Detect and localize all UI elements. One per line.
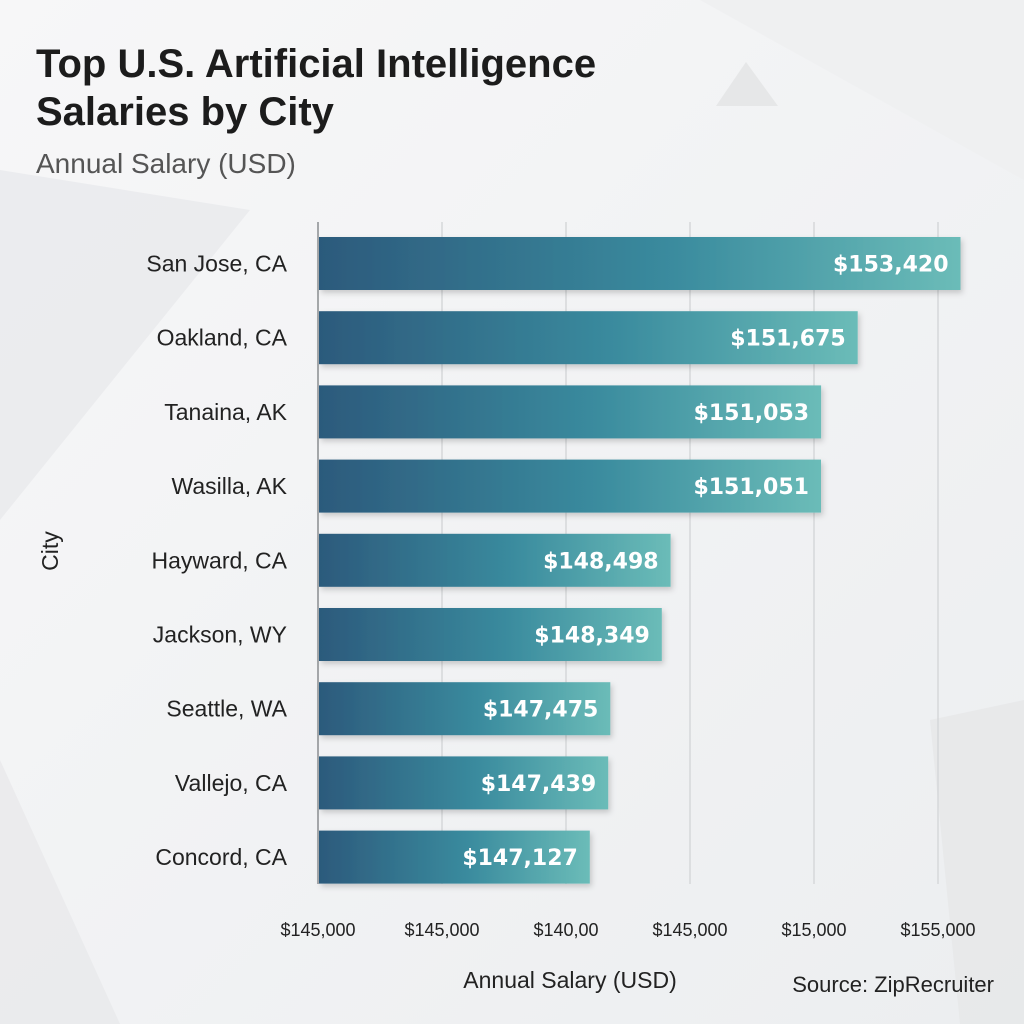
source-note: Source: ZipRecruiter	[792, 972, 994, 997]
value-label: $147,127	[462, 846, 578, 871]
bar	[319, 756, 609, 810]
x-tick-label: $145,000	[280, 920, 355, 940]
x-tick-label: $145,000	[404, 920, 479, 940]
x-tick-label: $15,000	[781, 920, 846, 940]
bar	[319, 830, 590, 884]
bar	[319, 682, 611, 736]
value-label: $151,051	[693, 475, 809, 500]
category-label: Concord, CA	[155, 844, 287, 870]
category-label: San Jose, CA	[146, 251, 287, 277]
value-label: $153,420	[833, 253, 949, 278]
category-label: Oakland, CA	[157, 325, 288, 351]
value-label: $151,053	[694, 401, 810, 426]
bar	[319, 608, 662, 661]
category-label: Jackson, WY	[153, 622, 287, 648]
category-label: Tanaina, AK	[164, 399, 287, 425]
bar	[319, 237, 961, 290]
value-label: $148,349	[534, 624, 650, 649]
x-tick-label: $145,000	[652, 920, 727, 940]
value-label: $147,475	[483, 698, 599, 723]
category-label: Hayward, CA	[152, 547, 288, 573]
category-label: Wasilla, AK	[172, 473, 288, 499]
value-label: $148,498	[543, 549, 659, 574]
bar	[319, 533, 671, 587]
bar	[319, 311, 858, 365]
chart-title: Top U.S. Artificial Intelligence Salarie…	[36, 42, 597, 134]
category-label: Vallejo, CA	[175, 770, 288, 796]
x-tick-label: $140,00	[533, 920, 598, 940]
category-label: Seattle, WA	[166, 696, 287, 722]
chart-subtitle: Annual Salary (USD)	[36, 148, 296, 179]
x-tick-label: $155,000	[900, 920, 975, 940]
value-label: $147,439	[481, 772, 597, 797]
bars: $153,420 $151,675 $151,053 $151,051 $148,498…	[319, 237, 961, 884]
value-label: $151,675	[730, 327, 846, 352]
bar	[319, 459, 821, 513]
axes: San Jose, CA Oakland, CA Tanaina, AK Wasill…	[146, 222, 976, 940]
x-axis-title: Annual Salary (USD)	[463, 967, 676, 993]
bar	[319, 385, 822, 439]
y-axis-title: City	[37, 531, 63, 571]
